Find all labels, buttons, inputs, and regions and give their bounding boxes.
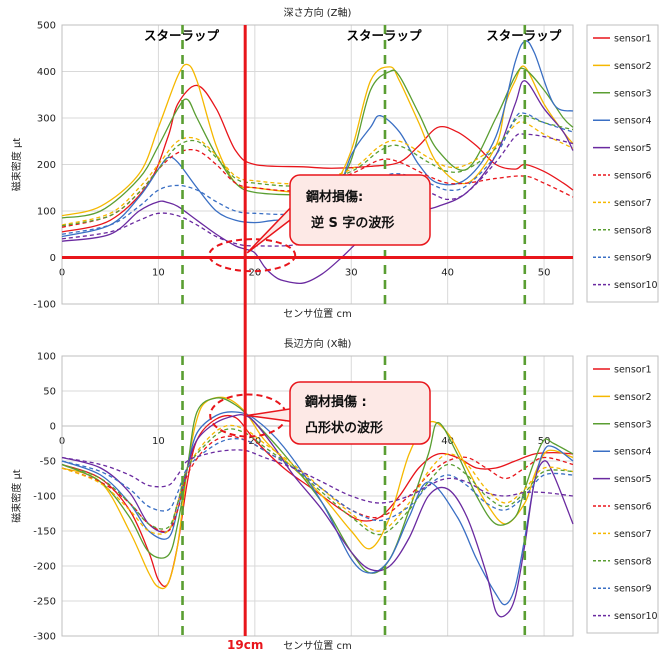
x-tick-label: 20: [248, 268, 261, 279]
legend-label: sensor10: [614, 280, 658, 291]
callout-box-z: [290, 175, 430, 245]
y-tick-label: 400: [37, 67, 56, 78]
legend-label: sensor9: [614, 253, 652, 264]
legend-label: sensor4: [614, 116, 652, 127]
x-tick-label: 40: [441, 436, 454, 447]
legend: sensor1 sensor2 sensor3 sensor4 sensor5 senso…: [587, 356, 658, 633]
legend-label: sensor10: [614, 611, 658, 622]
callout-line1-z: 鋼材損傷:: [305, 189, 363, 205]
stirrup-label: スターラップ: [144, 28, 220, 43]
chart-title: 長辺方向 (X軸): [284, 337, 352, 350]
y-tick-label: 500: [37, 21, 56, 32]
legend-label: sensor6: [614, 171, 652, 182]
legend-label: sensor3: [614, 419, 652, 430]
legend-label: sensor2: [614, 61, 652, 72]
legend-label: sensor7: [614, 529, 652, 540]
legend-label: sensor5: [614, 474, 652, 485]
y-tick-label: 300: [37, 114, 56, 125]
legend-label: sensor1: [614, 365, 652, 376]
legend-label: sensor5: [614, 143, 652, 154]
y-tick-label: -100: [33, 300, 56, 311]
y-tick-label: -150: [33, 527, 56, 538]
legend: sensor1 sensor2 sensor3 sensor4 sensor5 senso…: [587, 25, 658, 302]
x-axis-label: センサ位置 cm: [283, 307, 351, 320]
callout-line2-z: 逆 S 字の波形: [311, 215, 394, 231]
legend-label: sensor1: [614, 34, 652, 45]
y-tick-label: 100: [37, 352, 56, 363]
legend-label: sensor7: [614, 198, 652, 209]
y-tick-label: -250: [33, 597, 56, 608]
legend-label: sensor8: [614, 556, 652, 567]
y-tick-label: 0: [50, 253, 56, 264]
y-tick-label: -100: [33, 492, 56, 503]
y-tick-label: 100: [37, 207, 56, 218]
position-marker-label: 19cm: [227, 638, 263, 652]
legend-label: sensor8: [614, 225, 652, 236]
x-tick-label: 10: [152, 268, 165, 279]
legend-label: sensor2: [614, 392, 652, 403]
x-axis-label: センサ位置 cm: [283, 639, 351, 652]
y-axis-label: 磁束密度 μt: [10, 138, 23, 192]
y-tick-label: 200: [37, 160, 56, 171]
x-tick-label: 30: [345, 268, 358, 279]
x-tick-label: 50: [538, 268, 551, 279]
y-axis-label: 磁束密度 μt: [10, 469, 23, 523]
legend-label: sensor6: [614, 502, 652, 513]
y-tick-label: -50: [40, 457, 56, 468]
callout-line2-x: 凸形状の波形: [305, 420, 383, 436]
damage-ellipse-z: [209, 239, 295, 271]
chart-title: 深さ方向 (Z軸): [284, 6, 352, 19]
y-tick-label: -300: [33, 632, 56, 643]
legend-label: sensor4: [614, 447, 652, 458]
stirrup-label: スターラップ: [346, 28, 422, 43]
y-tick-label: 50: [43, 387, 56, 398]
legend-label: sensor3: [614, 88, 652, 99]
x-tick-label: 10: [152, 436, 165, 447]
legend-label: sensor9: [614, 584, 652, 595]
stirrup-label: スターラップ: [486, 28, 562, 43]
y-tick-label: 0: [50, 422, 56, 433]
callout-line1-x: 鋼材損傷 :: [304, 394, 367, 410]
y-tick-label: -200: [33, 562, 56, 573]
x-tick-label: 40: [441, 268, 454, 279]
